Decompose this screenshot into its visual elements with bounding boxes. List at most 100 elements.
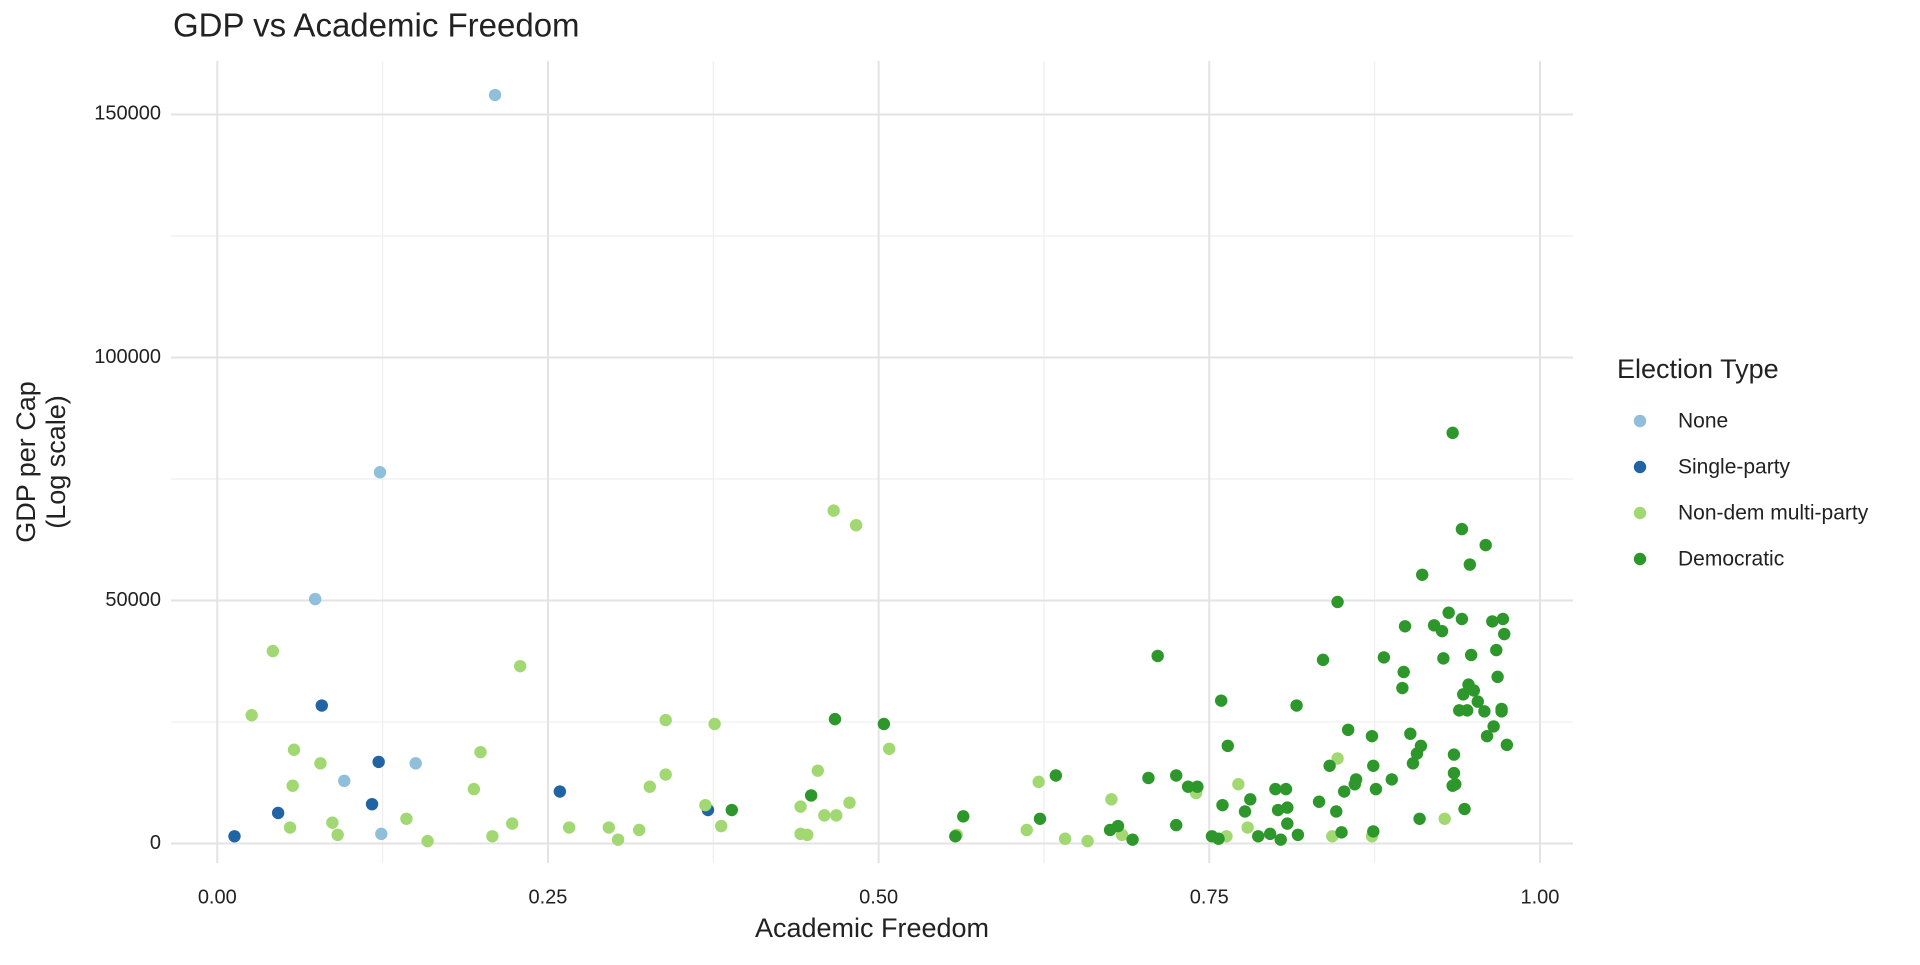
point	[1331, 595, 1344, 609]
point	[1437, 652, 1450, 665]
point	[1349, 773, 1363, 786]
point	[949, 830, 962, 843]
point	[1221, 739, 1234, 753]
y-tick-label: 50000	[105, 589, 161, 611]
point	[1438, 812, 1451, 825]
point	[1416, 568, 1429, 581]
point	[699, 798, 712, 812]
point	[1500, 738, 1514, 752]
point	[1081, 834, 1094, 848]
point	[1291, 828, 1305, 842]
point	[659, 713, 672, 727]
point	[1126, 833, 1139, 846]
point	[659, 768, 672, 781]
point	[400, 812, 413, 825]
point	[811, 764, 824, 777]
point	[1274, 833, 1287, 846]
point	[1463, 558, 1477, 571]
point	[1058, 832, 1072, 845]
point	[800, 828, 814, 842]
point	[266, 644, 280, 658]
point	[506, 817, 519, 830]
point	[283, 821, 297, 834]
point	[1111, 819, 1125, 833]
point	[488, 88, 502, 102]
point	[1323, 759, 1336, 772]
point	[1151, 649, 1164, 663]
y-tick-label: 150000	[94, 103, 161, 125]
y-axis-label-line: (Log scale)	[41, 395, 71, 529]
legend-label: Non-dem multi-party	[1678, 502, 1869, 525]
point	[1238, 805, 1252, 818]
point	[1281, 801, 1294, 814]
point	[1212, 832, 1225, 845]
point	[245, 709, 258, 722]
point	[1435, 624, 1449, 638]
point	[1396, 681, 1409, 695]
point	[849, 518, 863, 532]
point	[1214, 694, 1228, 707]
point	[715, 819, 728, 833]
point	[1398, 620, 1412, 633]
point	[1467, 684, 1481, 697]
point	[1326, 830, 1339, 843]
point	[553, 785, 567, 798]
point	[1330, 805, 1343, 818]
point	[1457, 688, 1470, 701]
point	[467, 782, 481, 796]
point	[1447, 748, 1461, 761]
point	[1478, 705, 1491, 718]
point	[633, 823, 646, 837]
point	[314, 757, 327, 770]
point	[1331, 752, 1344, 765]
point	[1406, 757, 1420, 770]
y-axis-label-line: GDP per Cap	[11, 381, 41, 543]
point	[562, 821, 576, 834]
point	[1449, 778, 1462, 791]
point	[1414, 739, 1428, 753]
point	[1397, 665, 1410, 679]
point	[1458, 802, 1471, 816]
point	[421, 834, 434, 848]
point	[1369, 782, 1383, 796]
point	[1170, 818, 1183, 832]
point	[1244, 793, 1257, 806]
y-axis-label: GDP per Cap (Log scale)	[11, 381, 71, 543]
legend-swatch	[1633, 552, 1647, 566]
point	[1487, 720, 1500, 733]
point	[1367, 759, 1380, 772]
point	[1316, 653, 1330, 667]
point	[1049, 769, 1063, 782]
point	[1367, 825, 1380, 838]
point	[1170, 769, 1183, 782]
point	[1498, 627, 1511, 641]
point	[308, 592, 322, 606]
point	[286, 779, 299, 792]
point	[1105, 793, 1118, 806]
point	[1290, 699, 1303, 712]
point	[271, 806, 285, 820]
point	[228, 830, 241, 843]
point	[611, 833, 625, 846]
legend-swatch	[1633, 506, 1647, 520]
x-tick-label: 0.50	[859, 886, 898, 908]
x-tick-label: 1.00	[1520, 886, 1559, 908]
point	[830, 809, 843, 822]
point	[1191, 780, 1204, 793]
legend-swatch	[1633, 460, 1647, 474]
point	[287, 743, 301, 756]
y-tick-label: 100000	[94, 346, 161, 368]
point	[1142, 771, 1155, 785]
point	[843, 796, 856, 809]
point	[1263, 827, 1277, 841]
point	[1335, 826, 1348, 839]
y-tick-label: 0	[150, 832, 161, 854]
point	[1490, 643, 1503, 657]
point	[486, 830, 499, 843]
point	[1455, 612, 1469, 626]
point	[1232, 778, 1245, 791]
legend-title: Election Type	[1617, 354, 1779, 384]
point	[1312, 795, 1326, 808]
